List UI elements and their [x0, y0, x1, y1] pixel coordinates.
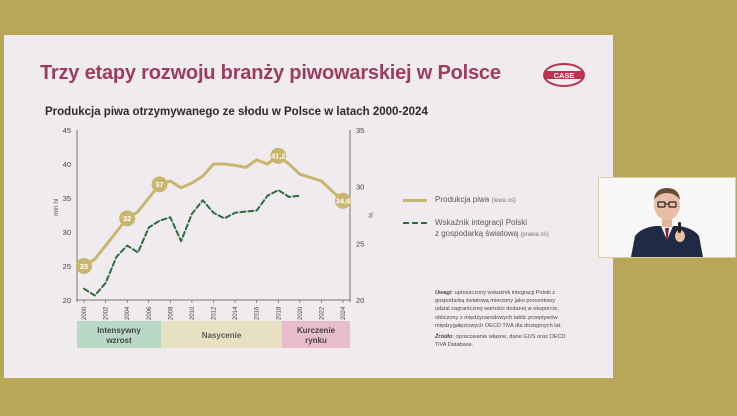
x-tick-label: 2024: [341, 306, 347, 320]
source-label: Źródło: [435, 334, 453, 341]
speaker-figure: [599, 178, 735, 257]
chart-subtitle: Produkcja piwa otrzymywanego ze słodu w …: [45, 106, 428, 118]
slide: Trzy etapy rozwoju branży piwowarskiej w…: [4, 35, 613, 378]
data-point-marker: [119, 210, 136, 227]
x-tick-label: 2014: [233, 306, 239, 320]
data-point-marker: [151, 176, 168, 193]
y-right-axis-label: %: [368, 212, 375, 218]
legend-swatch-solid: [403, 199, 427, 202]
series-integration-line: [83, 189, 301, 297]
y-left-tick-label: 40: [63, 160, 71, 169]
data-label: 41,2: [271, 152, 286, 161]
x-tick-label: 2020: [298, 306, 304, 320]
data-label: 34,6: [336, 197, 351, 206]
data-point-marker: [270, 147, 287, 164]
x-tick-label: 2012: [212, 306, 218, 320]
y-left-tick-label: 25: [63, 262, 71, 271]
slide-title: Trzy etapy rozwoju branży piwowarskiej w…: [40, 62, 501, 84]
phase-band-3: [282, 321, 350, 348]
data-label: 32: [123, 214, 131, 223]
legend-item-production: Produkcja piwa (lewa oś): [403, 194, 516, 207]
phase-label-3: Kurczenie: [297, 326, 336, 335]
x-tick-label: 2002: [104, 306, 110, 320]
y-left-tick-label: 35: [63, 194, 71, 203]
x-tick-label: 2008: [168, 306, 174, 320]
note-text: uproszczony wskaźnik integracji Polski z…: [435, 290, 562, 329]
chart-note: Uwagi: uproszczony wskaźnik integracji P…: [435, 289, 571, 349]
legend-integration-axis: (prawa oś): [520, 232, 549, 238]
y-right-tick-label: 30: [356, 183, 364, 192]
x-tick-label: 2022: [319, 306, 325, 320]
y-left-tick-label: 45: [63, 126, 71, 135]
speaker-video: [598, 177, 736, 258]
y-left-axis-label: mln hl: [53, 198, 60, 216]
y-right-tick-label: 20: [356, 296, 364, 305]
y-right-tick-label: 35: [356, 126, 364, 135]
phase-label-1-line-2: wzrost: [105, 336, 132, 345]
legend-integration-label-1: Wskaźnik integracji Polski: [435, 218, 528, 227]
phase-band-1: [77, 321, 161, 348]
legend-item-integration: Wskaźnik integracji Polski z gospodarką …: [403, 217, 549, 241]
data-point-marker: [76, 258, 92, 274]
note-label: Uwagi: [435, 290, 452, 296]
y-left-tick-label: 20: [63, 296, 71, 305]
source-text: opracowanie własne, dane GUS oraz OECD T…: [435, 334, 566, 349]
phase-band-2: [161, 321, 282, 348]
x-tick-label: 2006: [147, 306, 153, 320]
x-tick-label: 2000: [82, 306, 88, 320]
legend-integration-label-2: z gospodarką światową: [435, 229, 519, 238]
x-tick-label: 2016: [255, 306, 261, 320]
data-point-marker: [335, 192, 351, 209]
phase-label-2: Nasycenie: [202, 331, 242, 340]
x-tick-label: 2004: [125, 306, 131, 320]
y-left-tick-label: 30: [63, 228, 71, 237]
case-logo: CASE: [543, 63, 585, 87]
x-tick-label: 2018: [276, 306, 282, 320]
phase-label-1: Intensywny: [97, 326, 141, 335]
y-right-tick-label: 25: [356, 239, 364, 248]
note-source: Źródło: opracowanie własne, dane GUS ora…: [435, 334, 566, 349]
legend-swatch-dashed: [403, 222, 427, 224]
note-remarks: Uwagi: uproszczony wskaźnik integracji P…: [435, 290, 562, 329]
legend-production-text: Produkcja piwa (lewa oś): [435, 194, 516, 207]
legend-integration-text: Wskaźnik integracji Polski z gospodarką …: [435, 217, 549, 241]
x-tick-label: 2010: [190, 306, 196, 320]
legend-production-label: Produkcja piwa: [435, 195, 490, 204]
logo-text: CASE: [554, 71, 575, 80]
legend-production-axis: (lewa oś): [491, 198, 516, 204]
data-label: 25: [80, 262, 88, 271]
data-label: 37: [155, 180, 163, 189]
phase-label-3-line-2: rynku: [305, 336, 327, 345]
